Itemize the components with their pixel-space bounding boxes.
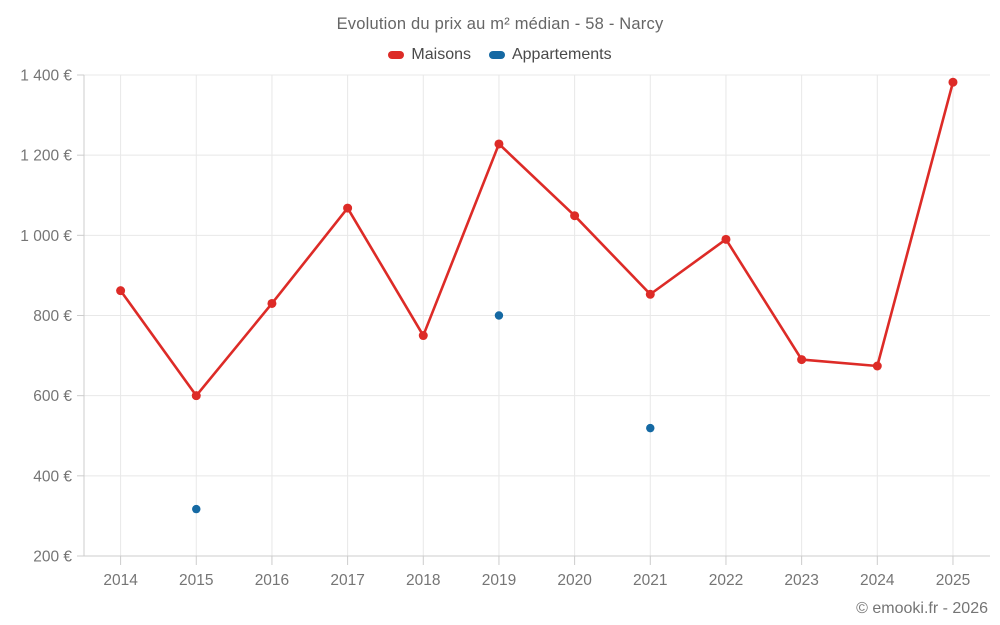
legend-label-maisons: Maisons [411, 46, 471, 63]
y-axis-label-400: 400 € [33, 468, 72, 485]
legend-item-maisons[interactable]: Maisons [388, 46, 471, 64]
legend: Maisons Appartements [0, 46, 1000, 64]
y-axis-label-800: 800 € [33, 308, 72, 325]
legend-label-appartements: Appartements [511, 46, 612, 63]
y-axis-label-1000: 1 000 € [20, 228, 72, 245]
point-maisons-2016[interactable] [267, 298, 277, 308]
point-maisons-2021[interactable] [645, 289, 655, 299]
gridlines [84, 74, 990, 556]
x-axis-label-2017: 2017 [330, 572, 364, 589]
point-maisons-2024[interactable] [872, 361, 882, 371]
point-maisons-2015[interactable] [191, 391, 201, 401]
y-axis-label-600: 600 € [33, 388, 72, 405]
point-appartements-2019[interactable] [494, 311, 504, 320]
chart-title: Evolution du prix au m² médian - 58 - Na… [336, 15, 664, 33]
point-appartements-2021[interactable] [646, 423, 655, 433]
y-axis-labels: 200 € 400 € 600 € 800 € 1 000 € 1 200 € 1 400 … [20, 68, 72, 566]
x-axis-label-2019: 2019 [482, 572, 516, 589]
y-axis-label-1200: 1 200 € [20, 148, 72, 165]
point-maisons-2023[interactable] [797, 355, 807, 365]
point-maisons-2014[interactable] [116, 286, 126, 296]
point-maisons-2025[interactable] [948, 77, 958, 87]
series-maisons [116, 77, 958, 401]
x-axis-label-2020: 2020 [557, 572, 592, 589]
x-axis-label-2021: 2021 [633, 572, 667, 589]
series-appartements [192, 311, 655, 514]
point-maisons-2020[interactable] [570, 211, 580, 221]
point-appartements-2015[interactable] [192, 504, 201, 514]
y-axis-label-1400: 1 400 € [20, 68, 72, 85]
x-axis-label-2022: 2022 [709, 572, 743, 589]
axes [77, 74, 990, 565]
x-axis-label-2016: 2016 [255, 572, 289, 589]
point-maisons-2017[interactable] [343, 203, 353, 213]
point-maisons-2018[interactable] [418, 331, 428, 341]
y-axis-label-200: 200 € [33, 549, 72, 566]
x-axis-label-2014: 2014 [103, 572, 138, 589]
x-axis-labels: 2014 2015 2016 2017 2018 2019 2020 2021 2022 2023… [103, 572, 970, 589]
x-axis-label-2023: 2023 [784, 572, 818, 589]
point-maisons-2022[interactable] [721, 234, 731, 244]
legend-item-appartements[interactable]: Appartements [488, 46, 612, 64]
x-axis-label-2015: 2015 [179, 572, 213, 589]
legend-swatch-appartements [488, 51, 505, 59]
point-maisons-2019[interactable] [494, 139, 504, 149]
legend-swatch-maisons [388, 51, 405, 59]
footer-credit: © emooki.fr - 2026 [856, 600, 988, 617]
x-axis-label-2018: 2018 [406, 572, 440, 589]
x-axis-label-2025: 2025 [936, 572, 970, 589]
x-axis-label-2024: 2024 [860, 572, 895, 589]
series-maisons-line [119, 80, 955, 397]
